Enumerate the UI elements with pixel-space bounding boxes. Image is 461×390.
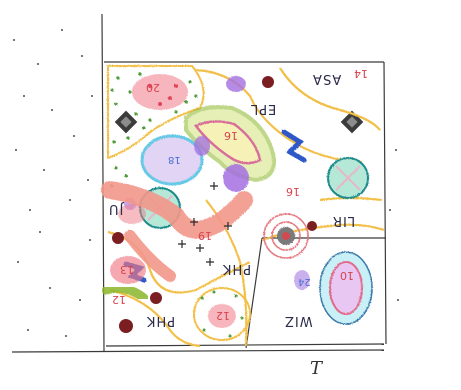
label-wiz: WIZ <box>284 313 313 328</box>
label-19: 19 <box>198 229 212 242</box>
outside-label-t: T <box>310 358 323 379</box>
salmon-stroke <box>101 181 253 282</box>
region-green-bottom <box>193 287 251 341</box>
label-misc: JU <box>108 201 124 216</box>
pink-blob-left <box>110 204 146 284</box>
oval-region-bottomright <box>319 251 373 325</box>
label-16-upper: 16 <box>224 129 238 142</box>
label-phk-bottom: PHK <box>146 313 176 328</box>
dark-red-dots <box>112 76 317 333</box>
label-16-mid: 16 <box>286 185 300 198</box>
diamond-marker-left <box>114 110 138 134</box>
target-circle <box>263 213 309 259</box>
label-20: 20 <box>146 81 160 94</box>
cross-marks <box>178 182 232 266</box>
cyan-region-18 <box>140 134 204 186</box>
outer-stipple-left <box>13 29 93 337</box>
label-14: 14 <box>354 67 368 80</box>
label-lir: LIR <box>332 213 356 228</box>
label-epl: EPL <box>250 101 277 116</box>
label-24: 24 <box>298 276 311 287</box>
lime-region-16 <box>184 105 276 183</box>
label-12-bottom: 12 <box>216 309 230 322</box>
lime-patch-left <box>101 283 149 303</box>
label-13: 13 <box>120 263 134 276</box>
teal-circle-right <box>327 157 369 199</box>
frame-lines <box>11 13 387 353</box>
label-10: 10 <box>340 269 354 282</box>
label-phk-mid: PHK <box>222 261 252 276</box>
label-18: 18 <box>168 154 181 165</box>
outer-stipple-right <box>389 149 399 301</box>
label-asa: ASA <box>312 71 342 86</box>
label-12-left: 12 <box>112 293 126 306</box>
